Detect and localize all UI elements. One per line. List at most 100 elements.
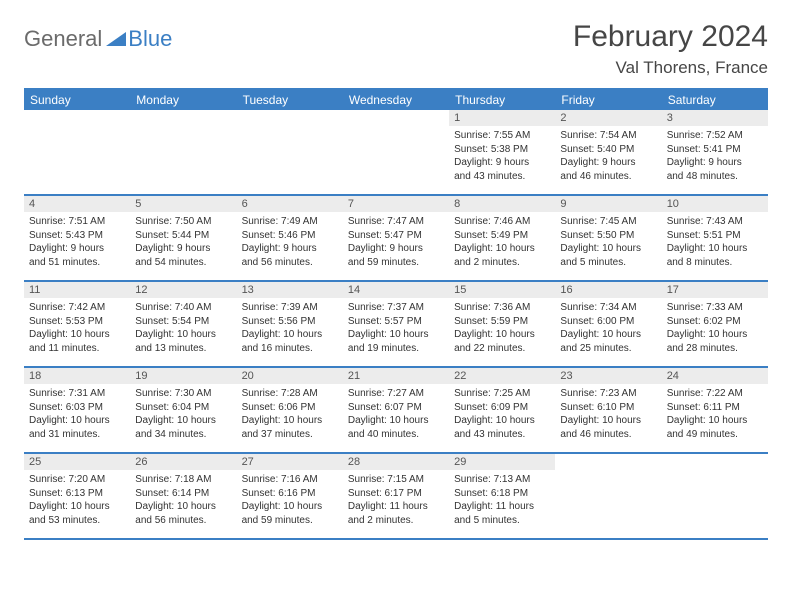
daylight-text-1: Daylight: 10 hours <box>242 414 338 428</box>
day-number: 10 <box>662 196 768 212</box>
daylight-text-2: and 2 minutes. <box>454 256 550 270</box>
day-body: Sunrise: 7:54 AMSunset: 5:40 PMDaylight:… <box>555 126 661 188</box>
sunrise-text: Sunrise: 7:34 AM <box>560 301 656 315</box>
sunset-text: Sunset: 6:14 PM <box>135 487 231 501</box>
day-body: Sunrise: 7:31 AMSunset: 6:03 PMDaylight:… <box>24 384 130 446</box>
day-body: Sunrise: 7:34 AMSunset: 6:00 PMDaylight:… <box>555 298 661 360</box>
sunset-text: Sunset: 6:16 PM <box>242 487 338 501</box>
sunset-text: Sunset: 6:07 PM <box>348 401 444 415</box>
logo: General Blue <box>24 26 172 52</box>
day-body: Sunrise: 7:39 AMSunset: 5:56 PMDaylight:… <box>237 298 343 360</box>
day-body: Sunrise: 7:51 AMSunset: 5:43 PMDaylight:… <box>24 212 130 274</box>
day-number: 25 <box>24 454 130 470</box>
sunset-text: Sunset: 5:40 PM <box>560 143 656 157</box>
daylight-text-2: and 51 minutes. <box>29 256 125 270</box>
sunset-text: Sunset: 5:54 PM <box>135 315 231 329</box>
daylight-text-2: and 37 minutes. <box>242 428 338 442</box>
logo-triangle-icon <box>106 28 126 51</box>
day-number: 17 <box>662 282 768 298</box>
daylight-text-2: and 49 minutes. <box>667 428 763 442</box>
daylight-text-1: Daylight: 10 hours <box>242 328 338 342</box>
sunset-text: Sunset: 5:56 PM <box>242 315 338 329</box>
daylight-text-2: and 48 minutes. <box>667 170 763 184</box>
daylight-text-1: Daylight: 10 hours <box>560 414 656 428</box>
day-cell: 24Sunrise: 7:22 AMSunset: 6:11 PMDayligh… <box>662 368 768 452</box>
logo-text-blue: Blue <box>128 26 172 52</box>
daylight-text-2: and 43 minutes. <box>454 428 550 442</box>
sunrise-text: Sunrise: 7:13 AM <box>454 473 550 487</box>
sunrise-text: Sunrise: 7:20 AM <box>29 473 125 487</box>
sunset-text: Sunset: 6:04 PM <box>135 401 231 415</box>
daylight-text-2: and 31 minutes. <box>29 428 125 442</box>
daylight-text-2: and 34 minutes. <box>135 428 231 442</box>
day-body: Sunrise: 7:20 AMSunset: 6:13 PMDaylight:… <box>24 470 130 532</box>
daylight-text-2: and 25 minutes. <box>560 342 656 356</box>
day-cell: 3Sunrise: 7:52 AMSunset: 5:41 PMDaylight… <box>662 110 768 194</box>
sunset-text: Sunset: 5:46 PM <box>242 229 338 243</box>
daylight-text-1: Daylight: 10 hours <box>454 414 550 428</box>
daylight-text-2: and 16 minutes. <box>242 342 338 356</box>
sunrise-text: Sunrise: 7:33 AM <box>667 301 763 315</box>
day-body: Sunrise: 7:37 AMSunset: 5:57 PMDaylight:… <box>343 298 449 360</box>
daylight-text-2: and 19 minutes. <box>348 342 444 356</box>
daylight-text-1: Daylight: 9 hours <box>348 242 444 256</box>
day-cell: 18Sunrise: 7:31 AMSunset: 6:03 PMDayligh… <box>24 368 130 452</box>
sunset-text: Sunset: 5:43 PM <box>29 229 125 243</box>
day-cell: 17Sunrise: 7:33 AMSunset: 6:02 PMDayligh… <box>662 282 768 366</box>
day-cell: 16Sunrise: 7:34 AMSunset: 6:00 PMDayligh… <box>555 282 661 366</box>
day-number: 13 <box>237 282 343 298</box>
day-cell <box>237 110 343 194</box>
daylight-text-1: Daylight: 9 hours <box>242 242 338 256</box>
day-number: 3 <box>662 110 768 126</box>
daylight-text-2: and 2 minutes. <box>348 514 444 528</box>
day-cell: 15Sunrise: 7:36 AMSunset: 5:59 PMDayligh… <box>449 282 555 366</box>
day-number: 11 <box>24 282 130 298</box>
sunrise-text: Sunrise: 7:46 AM <box>454 215 550 229</box>
day-number: 28 <box>343 454 449 470</box>
daylight-text-1: Daylight: 10 hours <box>135 328 231 342</box>
day-body: Sunrise: 7:15 AMSunset: 6:17 PMDaylight:… <box>343 470 449 532</box>
weekday-header: Wednesday <box>343 90 449 110</box>
calendar-body: 1Sunrise: 7:55 AMSunset: 5:38 PMDaylight… <box>24 110 768 540</box>
day-cell: 23Sunrise: 7:23 AMSunset: 6:10 PMDayligh… <box>555 368 661 452</box>
daylight-text-2: and 13 minutes. <box>135 342 231 356</box>
daylight-text-2: and 59 minutes. <box>348 256 444 270</box>
calendar: SundayMondayTuesdayWednesdayThursdayFrid… <box>24 88 768 540</box>
day-body: Sunrise: 7:28 AMSunset: 6:06 PMDaylight:… <box>237 384 343 446</box>
sunrise-text: Sunrise: 7:27 AM <box>348 387 444 401</box>
sunrise-text: Sunrise: 7:36 AM <box>454 301 550 315</box>
daylight-text-2: and 54 minutes. <box>135 256 231 270</box>
sunrise-text: Sunrise: 7:51 AM <box>29 215 125 229</box>
sunset-text: Sunset: 5:53 PM <box>29 315 125 329</box>
day-body: Sunrise: 7:42 AMSunset: 5:53 PMDaylight:… <box>24 298 130 360</box>
sunset-text: Sunset: 6:06 PM <box>242 401 338 415</box>
day-cell <box>555 454 661 538</box>
sunset-text: Sunset: 6:17 PM <box>348 487 444 501</box>
day-body: Sunrise: 7:25 AMSunset: 6:09 PMDaylight:… <box>449 384 555 446</box>
daylight-text-1: Daylight: 10 hours <box>29 500 125 514</box>
day-body: Sunrise: 7:22 AMSunset: 6:11 PMDaylight:… <box>662 384 768 446</box>
day-cell: 11Sunrise: 7:42 AMSunset: 5:53 PMDayligh… <box>24 282 130 366</box>
daylight-text-2: and 56 minutes. <box>242 256 338 270</box>
daylight-text-2: and 8 minutes. <box>667 256 763 270</box>
day-cell: 20Sunrise: 7:28 AMSunset: 6:06 PMDayligh… <box>237 368 343 452</box>
day-number: 4 <box>24 196 130 212</box>
day-number: 9 <box>555 196 661 212</box>
day-number: 22 <box>449 368 555 384</box>
day-cell: 4Sunrise: 7:51 AMSunset: 5:43 PMDaylight… <box>24 196 130 280</box>
day-number: 20 <box>237 368 343 384</box>
daylight-text-1: Daylight: 9 hours <box>135 242 231 256</box>
sunset-text: Sunset: 6:10 PM <box>560 401 656 415</box>
day-cell <box>662 454 768 538</box>
header: General Blue February 2024 Val Thorens, … <box>24 20 768 78</box>
sunset-text: Sunset: 5:44 PM <box>135 229 231 243</box>
day-cell: 29Sunrise: 7:13 AMSunset: 6:18 PMDayligh… <box>449 454 555 538</box>
day-body: Sunrise: 7:13 AMSunset: 6:18 PMDaylight:… <box>449 470 555 532</box>
daylight-text-1: Daylight: 10 hours <box>560 328 656 342</box>
sunset-text: Sunset: 6:18 PM <box>454 487 550 501</box>
daylight-text-1: Daylight: 9 hours <box>667 156 763 170</box>
daylight-text-1: Daylight: 10 hours <box>454 328 550 342</box>
day-number: 12 <box>130 282 236 298</box>
sunrise-text: Sunrise: 7:54 AM <box>560 129 656 143</box>
day-cell: 8Sunrise: 7:46 AMSunset: 5:49 PMDaylight… <box>449 196 555 280</box>
